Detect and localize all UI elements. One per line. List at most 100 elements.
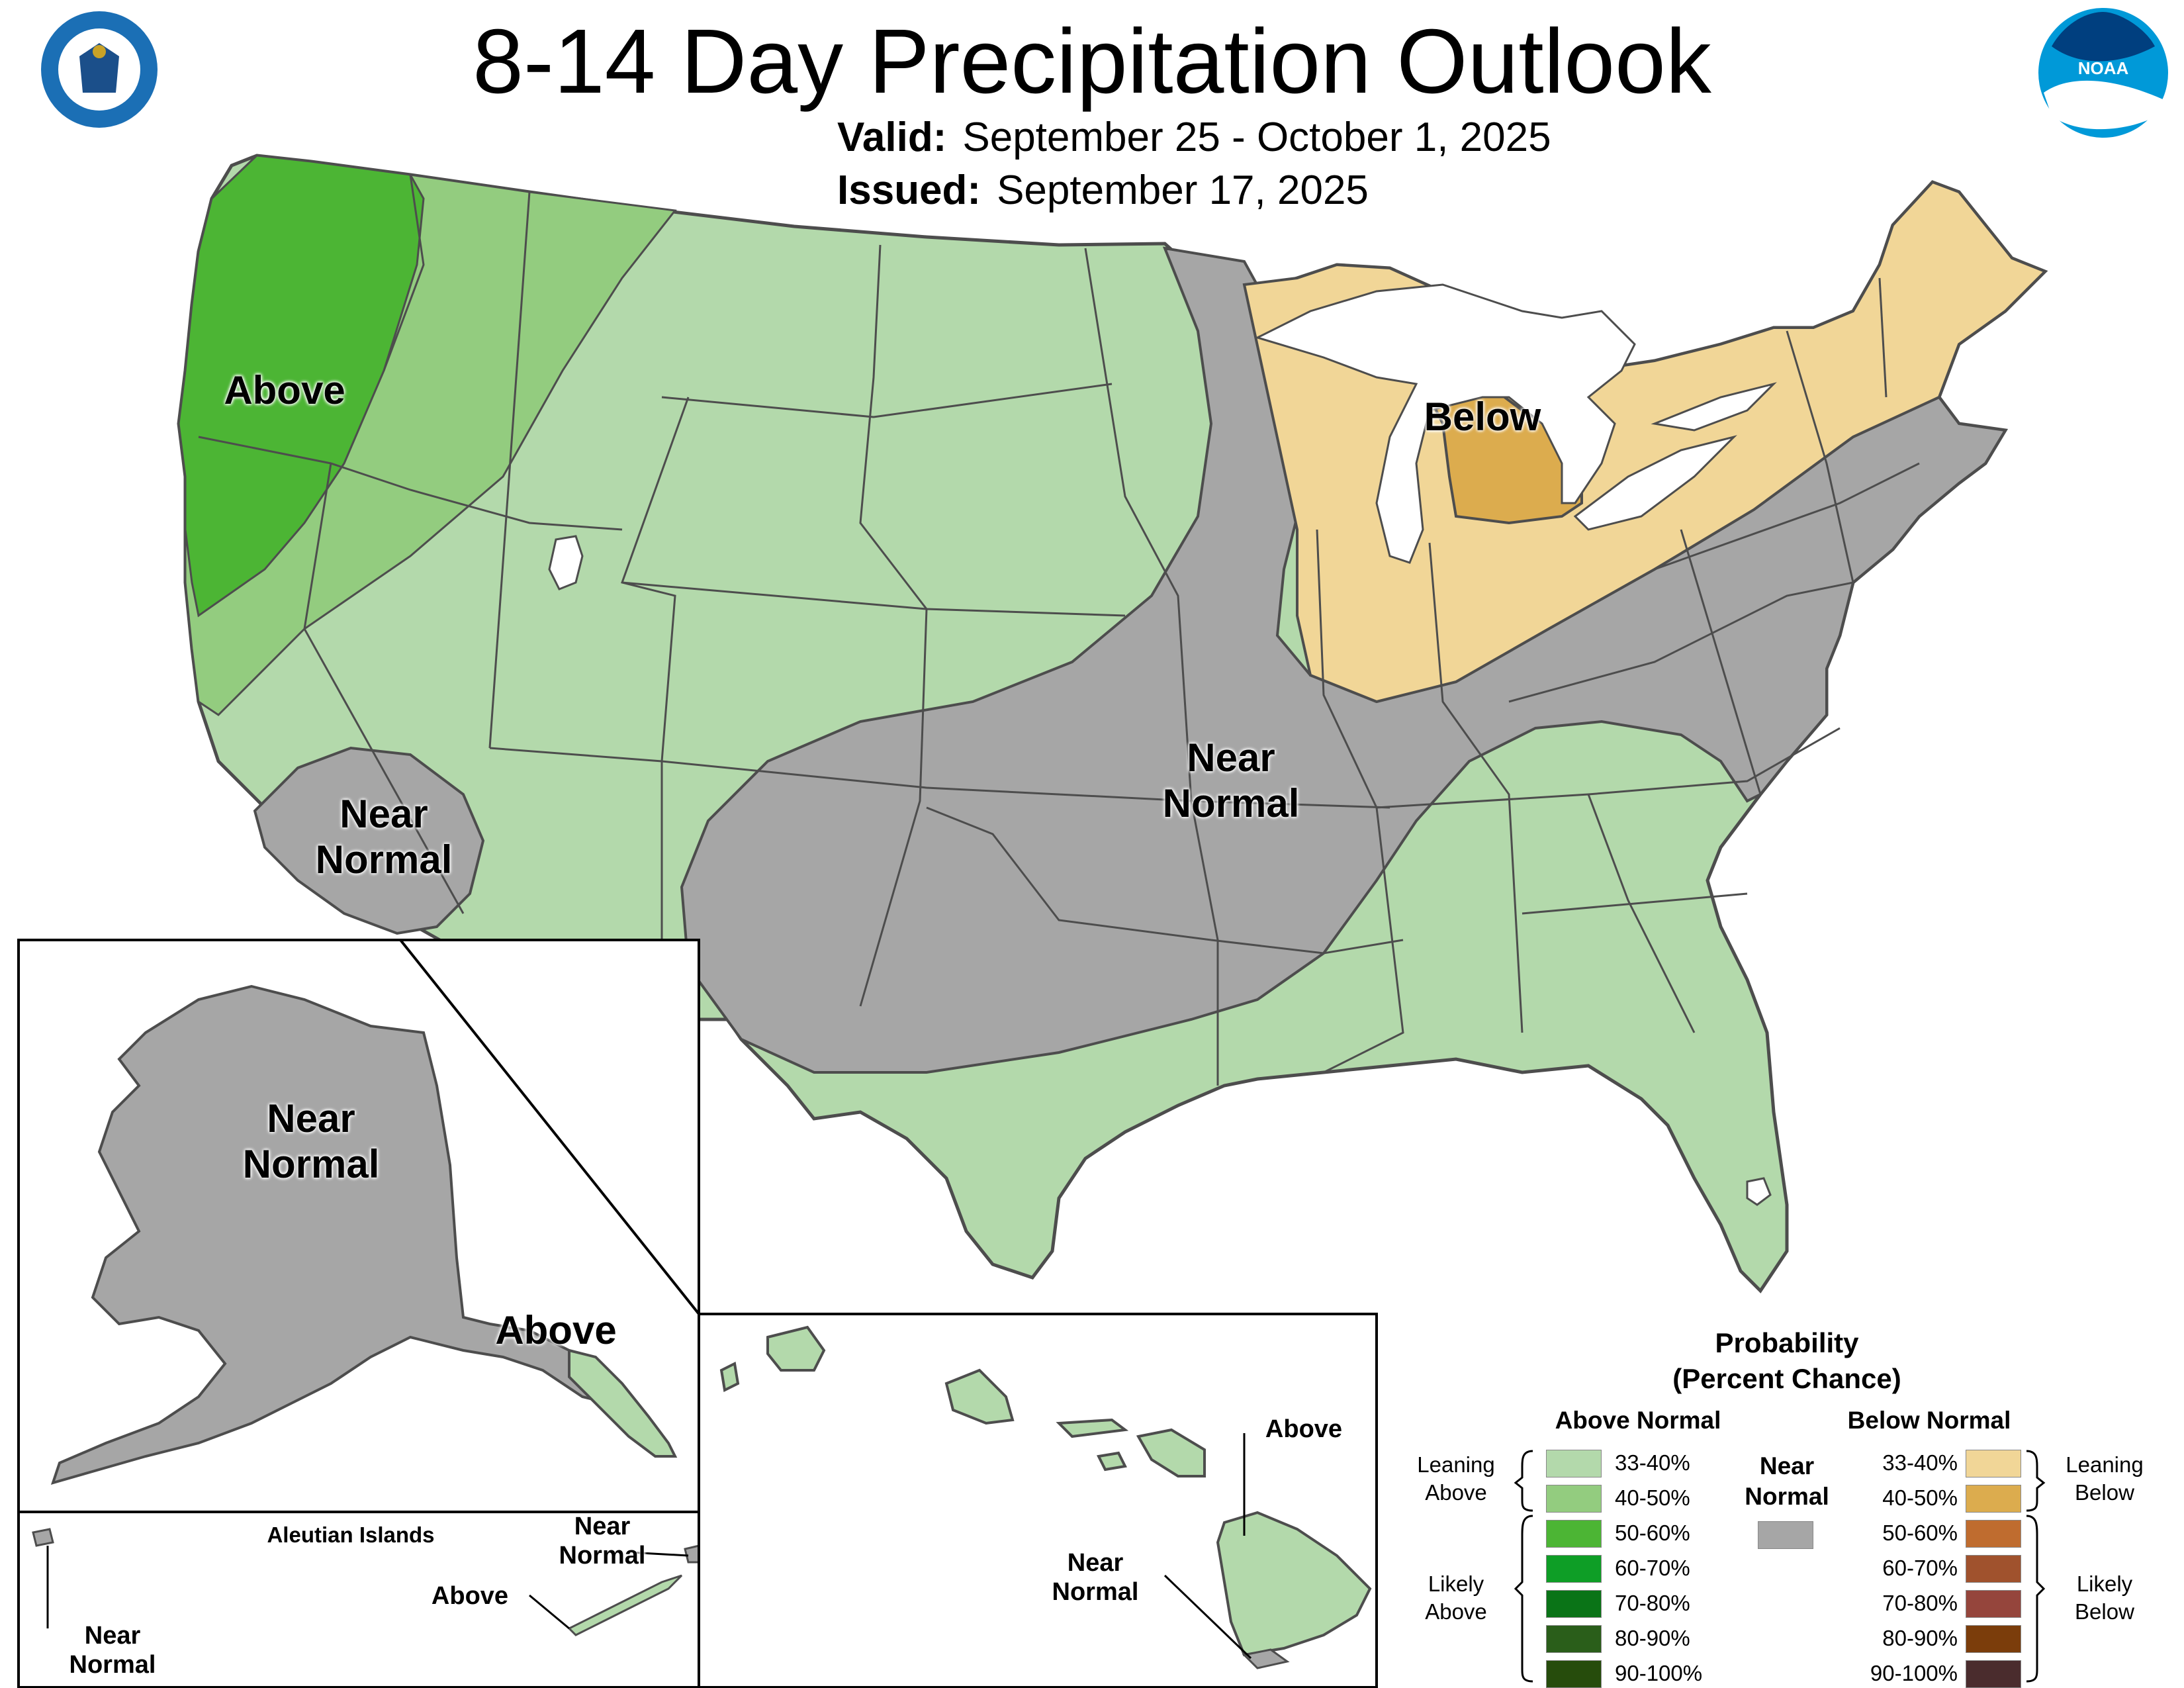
legend-below-swatch-0 [1966,1450,2021,1477]
lake-okeechobee [1746,1177,1772,1206]
department-of-commerce-seal [41,11,158,128]
state-boundaries [198,174,1920,1086]
label-near-west-line2: Normal [315,837,453,882]
label-aleutian-near-left-line1: Near [84,1622,141,1650]
legend-title-line1: Probability [1715,1327,1859,1358]
issued-value: September 17, 2025 [997,167,1369,213]
hawaii-leader-near [1163,1574,1252,1660]
label-near-central-line2: Normal [1162,781,1300,825]
issued-label: Issued: [837,167,981,213]
legend-below-label-1: 40-50% [1882,1485,1958,1510]
legend-title: Probability (Percent Chance) [1588,1325,1985,1397]
legend-above-label-2: 50-60% [1615,1521,1690,1545]
legend-near-head-line1: Near [1759,1452,1815,1479]
legend-below-label-2: 50-60% [1882,1521,1958,1545]
hawaii-near-tip [1242,1648,1290,1669]
aleutian-leader-near [628,1551,689,1557]
label-aleutian-title: Aleutian Islands [267,1523,435,1547]
label-aleutian-near-right-line1: Near [574,1513,631,1540]
label-hawaii-near-line1: Near [1067,1549,1124,1577]
legend-below-swatch-1 [1966,1485,2021,1513]
legend-likely-above-line1: Likely [1428,1571,1484,1596]
legend-below-head: Below Normal [1847,1407,2011,1434]
label-alaska-near-line1: Near [267,1096,355,1141]
conus-near-normal-west [253,746,485,935]
legend-likely-below-line2: Below [2075,1599,2134,1624]
great-salt-lake [548,535,584,590]
legend-above-label-3: 60-70% [1615,1556,1690,1580]
label-near-west-line1: Near [340,792,428,836]
legend-braces [1514,1450,2046,1683]
label-alaska-near-line2: Normal [242,1142,380,1186]
legend-above-swatch-4 [1546,1590,1602,1618]
legend-above-swatch-2 [1546,1520,1602,1548]
conus-above-50-60 [177,154,425,618]
legend-above-swatch-6 [1546,1660,1602,1688]
legend-below-swatch-4 [1966,1590,2021,1618]
legend-below-label-6: 90-100% [1870,1661,1958,1685]
label-alaska-above: Above [495,1308,617,1352]
page-title: 8-14 Day Precipitation Outlook [473,11,1711,113]
legend-above-head: Above Normal [1555,1407,1721,1434]
label-aleutian-near-right: Near Normal [549,1513,655,1570]
legend-above-swatch-0 [1546,1450,1602,1477]
alaska-above-region [568,1348,678,1458]
legend-above-label-4: 70-80% [1615,1591,1690,1615]
valid-label: Valid: [837,115,947,160]
label-hawaii-near-line2: Normal [1052,1577,1139,1606]
legend-leaning-above-line2: Above [1425,1480,1487,1505]
label-conus-above: Above [224,368,345,412]
noaa-logo [2038,8,2168,138]
label-conus-near-west: Near Normal [285,791,483,882]
label-aleutian-above: Above [431,1582,509,1610]
legend-leaning-below-line1: Leaning [2066,1452,2144,1477]
issued-line: Issued: September 17, 2025 [837,165,1369,216]
legend-above-label-6: 90-100% [1615,1661,1703,1685]
label-hawaii-near: Near Normal [1036,1549,1155,1607]
label-aleutian-near-right-line2: Normal [559,1541,646,1570]
legend-above-label-1: 40-50% [1615,1485,1690,1510]
legend-likely-below-line1: Likely [2076,1571,2133,1596]
legend-likely-below: Likely Below [2052,1570,2158,1626]
legend-above-swatch-5 [1546,1625,1602,1653]
legend-above-label-0: 33-40% [1615,1450,1690,1475]
label-conus-near-central: Near Normal [1132,735,1330,826]
legend-above-label-5: 80-90% [1615,1626,1690,1650]
legend-above-swatch-1 [1546,1485,1602,1513]
label-near-central-line1: Near [1187,735,1275,780]
legend-below-swatch-2 [1966,1520,2021,1548]
legend-below-label-0: 33-40% [1882,1450,1958,1475]
inset-connector-1 [399,939,700,1315]
label-alaska-near: Near Normal [212,1096,410,1187]
label-conus-below: Below [1424,395,1541,439]
aleutian-above-islands [567,1574,683,1636]
legend-below-label-5: 80-90% [1882,1626,1958,1650]
label-aleutian-near-left: Near Normal [53,1622,172,1679]
valid-line: Valid: September 25 - October 1, 2025 [837,113,1551,163]
legend-near-head: Near Normal [1734,1451,1840,1512]
legend-below-swatch-5 [1966,1625,2021,1653]
legend-leaning-above: Leaning Above [1403,1451,1509,1507]
legend-likely-above: Likely Above [1403,1570,1509,1626]
legend-below-swatch-3 [1966,1555,2021,1583]
legend-below-label-4: 70-80% [1882,1591,1958,1615]
label-aleutian-near-left-line2: Normal [69,1650,156,1679]
legend-likely-above-line2: Above [1425,1599,1487,1624]
legend-leaning-below-line2: Below [2075,1480,2134,1505]
label-hawaii-above: Above [1265,1415,1343,1443]
legend-below-swatch-6 [1966,1660,2021,1688]
aleutian-inset-frame [17,1511,700,1688]
legend-title-line2: (Percent Chance) [1672,1363,1901,1394]
legend-near-head-line2: Normal [1745,1483,1829,1510]
aleutian-leader-above [529,1594,570,1630]
legend-below-label-3: 60-70% [1882,1556,1958,1580]
legend-near-swatch [1758,1521,1813,1549]
legend-leaning-below: Leaning Below [2052,1451,2158,1507]
hawaii-islands [719,1325,1372,1657]
alaska-near-normal-region [50,984,612,1485]
legend-leaning-above-line1: Leaning [1417,1452,1495,1477]
noaa-logo-text: NOAA [2077,58,2129,78]
legend-above-swatch-3 [1546,1555,1602,1583]
great-lakes [1254,283,1777,564]
